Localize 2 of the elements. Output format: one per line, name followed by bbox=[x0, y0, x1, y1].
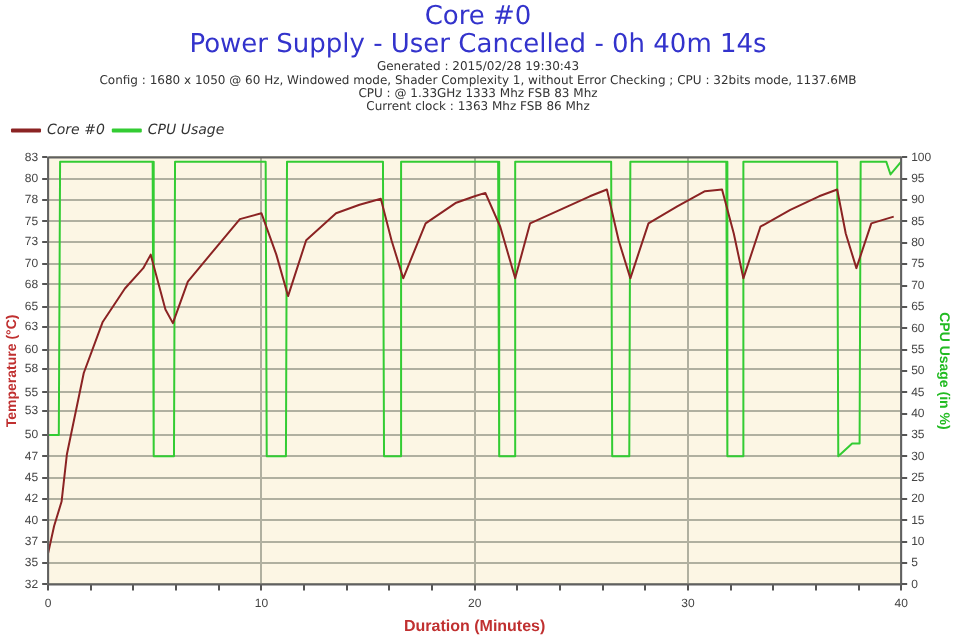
x-axis-title: Duration (Minutes) bbox=[403, 616, 546, 635]
chart-title: Core #0 Power Supply - User Cancelled - 0h 40m 14s bbox=[189, 2, 768, 60]
